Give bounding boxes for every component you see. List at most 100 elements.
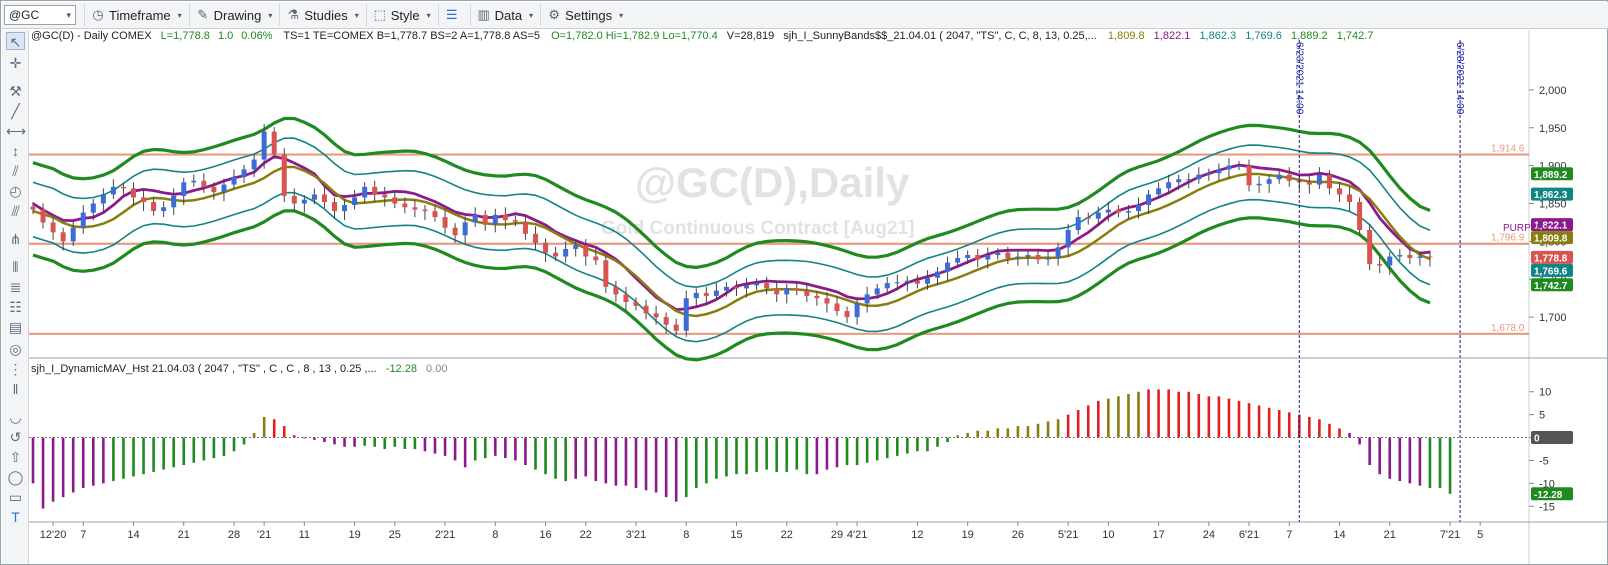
- histogram-bar: [453, 437, 457, 461]
- studies-button[interactable]: ⚗ Studies ▾: [279, 4, 363, 26]
- histogram-bar: [885, 437, 889, 459]
- time-axis[interactable]: 12'20 7 14 21 28 '21 11 19 25 2'21 8 16 22 3'21 8 15 22 2…: [40, 522, 1483, 541]
- lower-value-1: -12.28: [386, 363, 417, 375]
- histogram-bar: [795, 437, 799, 470]
- histogram-bar: [574, 437, 577, 479]
- trendline-icon[interactable]: ╱: [11, 103, 20, 119]
- arrow-up-icon[interactable]: ⇧: [9, 449, 22, 465]
- candle-body: [1105, 209, 1111, 213]
- candle-body: [995, 252, 1001, 256]
- fan-icon[interactable]: ⫻: [11, 203, 20, 219]
- ellipse-icon[interactable]: ◯: [7, 469, 24, 485]
- candles: [30, 123, 1433, 337]
- undo-icon[interactable]: ↺: [9, 429, 22, 445]
- crosshair-icon[interactable]: ✛: [9, 55, 22, 71]
- columns-icon[interactable]: ⦀: [12, 259, 19, 275]
- candle-body: [804, 290, 810, 296]
- vertical-line-icon[interactable]: ↕: [12, 143, 19, 159]
- settings-button[interactable]: ⚙ Settings ▾: [540, 4, 628, 26]
- histogram-bar: [1127, 394, 1130, 438]
- horizontal-line-icon[interactable]: ⟷: [6, 123, 27, 139]
- histogram-bar: [584, 437, 588, 477]
- candle-body: [442, 217, 448, 228]
- chart-area[interactable]: @GC(D),Daily Gold Continuous Contract [A…: [29, 30, 1607, 564]
- lower-value-2: 0.00: [426, 363, 447, 375]
- candle-body: [231, 176, 237, 185]
- timeframe-button[interactable]: ◷ Timeframe ▾: [84, 4, 187, 26]
- x-tick-label: 5: [1477, 529, 1483, 541]
- cycle-icon[interactable]: ◴: [9, 183, 22, 199]
- histogram-bar: [1147, 389, 1150, 438]
- histogram-bar: [303, 437, 306, 439]
- outer-upper-band: [32, 116, 1431, 270]
- histogram-bar: [634, 437, 638, 488]
- grid-icon[interactable]: ▤: [8, 319, 23, 335]
- candle-body: [1085, 217, 1091, 219]
- lower-header: sjh_I_DynamicMAV_Hst 21.04.03 ( 2047 , "…: [31, 363, 447, 375]
- pitchfork-icon[interactable]: ⋔: [9, 231, 22, 247]
- arc-icon[interactable]: ◡: [9, 409, 22, 425]
- fibonacci-icon[interactable]: ≣: [9, 279, 22, 295]
- histogram-bar: [534, 437, 537, 470]
- candle-body: [975, 255, 981, 260]
- cursor-icon[interactable]: ↖: [6, 32, 25, 50]
- x-tick-label: 6'21: [1239, 529, 1259, 541]
- histogram-bar: [242, 437, 246, 445]
- candle-body: [1176, 179, 1182, 183]
- style-button[interactable]: ⬚ Style ▾: [365, 4, 436, 26]
- chevron-down-icon: ▾: [177, 10, 182, 20]
- ohlc-fields: O=1,782.0 Hi=1,782.9 Lo=1,770.4: [551, 30, 718, 42]
- candle-body: [1427, 256, 1433, 258]
- candle-body: [1125, 211, 1131, 213]
- histogram-bar: [373, 437, 376, 447]
- x-tick-label: 14: [1333, 529, 1345, 541]
- price-tag-label: 1,889.2: [1534, 170, 1568, 181]
- lower-y-tick-label: 5: [1539, 410, 1545, 422]
- histogram-bar: [132, 437, 135, 477]
- histogram-bar: [785, 437, 789, 472]
- drawing-tools-sidebar: ↖ ✛ ⚒ ╱ ⟷ ↕ ⫽ ◴ ⫻ ⋔ ⦀ ≣ ☷ ▤ ◎ ⋮ ‖ ◡ ↺ ⇧ …: [2, 30, 29, 564]
- candle-body: [633, 301, 639, 306]
- candle-body: [824, 298, 830, 304]
- x-tick-label: '21: [257, 529, 271, 541]
- symbol-input[interactable]: @GC ▾: [4, 5, 76, 25]
- histogram-bar: [423, 437, 427, 452]
- channel-icon[interactable]: ⫽: [12, 163, 19, 179]
- candle-body: [60, 232, 66, 242]
- candle-body: [191, 180, 197, 183]
- bars-icon[interactable]: ‖: [12, 381, 19, 397]
- levels-icon[interactable]: ☷: [9, 299, 22, 315]
- text-tool-icon[interactable]: T: [11, 509, 20, 525]
- chart-header: @GC(D) - Daily COMEX L=1,778.8 1.0 0.06%…: [31, 30, 1373, 42]
- candle-body: [673, 324, 679, 331]
- spiral-icon[interactable]: ◎: [9, 341, 22, 357]
- candle-body: [1417, 256, 1423, 259]
- candle-body: [1065, 230, 1071, 248]
- x-tick-label: 3'21: [626, 529, 646, 541]
- chevron-down-icon: ▾: [354, 10, 359, 20]
- candle-body: [281, 154, 287, 196]
- histogram-bar: [996, 428, 1000, 438]
- histogram-bar: [333, 437, 336, 445]
- histogram-bar: [323, 437, 326, 443]
- candle-body: [332, 201, 337, 212]
- histogram-bar: [514, 437, 517, 461]
- rectangle-icon[interactable]: ▭: [8, 489, 23, 505]
- data-button[interactable]: ▥ Data ▾: [469, 4, 538, 26]
- price-tag-label: 1,769.6: [1534, 266, 1568, 277]
- drawing-button[interactable]: ✎ Drawing ▾: [188, 4, 278, 26]
- histogram-bar: [1207, 396, 1211, 438]
- candle-body: [713, 290, 719, 296]
- candle-body: [965, 255, 971, 259]
- layout-button[interactable]: ☰: [437, 4, 468, 26]
- candle-body: [814, 295, 820, 299]
- histogram-bar: [835, 437, 839, 468]
- price-tag: [1531, 231, 1573, 245]
- candle-body: [1045, 258, 1051, 260]
- histogram-bar: [926, 437, 929, 452]
- measure-icon[interactable]: ⋮: [8, 361, 23, 377]
- histogram-bar: [765, 437, 768, 470]
- wrench-icon[interactable]: ⚒: [9, 83, 22, 99]
- candle-body: [311, 194, 317, 200]
- mid-band: [32, 165, 1431, 318]
